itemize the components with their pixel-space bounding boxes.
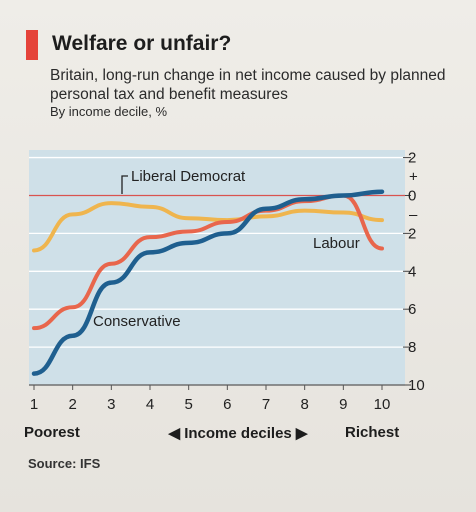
series-label-liberal-democrat: Liberal Democrat (131, 168, 246, 185)
y-tick-label: 2 (408, 150, 416, 167)
y-tick-label: 4 (408, 263, 416, 280)
y-plus-sign: + (409, 169, 418, 186)
chart-unit: By income decile, % (50, 104, 168, 119)
x-tick-label: 9 (339, 396, 347, 413)
x-tick-label: 10 (374, 396, 391, 413)
x-axis-left-label: Poorest (24, 424, 80, 441)
series-line-liberal-democrat (32, 201, 384, 253)
plot-area (29, 150, 405, 385)
series-label-conservative: Conservative (93, 313, 181, 330)
chart-subtitle: Britain, long-run change in net income c… (50, 67, 446, 103)
series-line-conservative (31, 189, 385, 376)
y-tick-label: 10 (408, 377, 425, 394)
y-minus-sign: – (409, 206, 418, 223)
y-tick-label: 6 (408, 301, 416, 318)
x-axis-right-label: Richest (345, 424, 400, 441)
y-tick-label: 0 (408, 187, 416, 204)
chart-title: Welfare or unfair? (52, 32, 232, 55)
x-tick-label: 5 (184, 396, 192, 413)
series-label-labour: Labour (313, 235, 360, 252)
x-tick-label: 4 (146, 396, 154, 413)
y-tick-label: 8 (408, 339, 416, 356)
y-tick-label: 2 (408, 225, 416, 242)
x-tick-label: 3 (107, 396, 115, 413)
x-axis-title: ◀ Income deciles ▶ (168, 425, 308, 442)
label-leader-line (121, 175, 128, 194)
accent-bar (26, 30, 38, 60)
x-tick-label: 1 (30, 396, 38, 413)
x-tick-label: 6 (223, 396, 231, 413)
series-line-labour (32, 193, 384, 331)
x-tick-label: 8 (300, 396, 308, 413)
x-tick-label: 7 (262, 396, 270, 413)
source-note: Source: IFS (28, 456, 101, 471)
x-tick-label: 2 (68, 396, 76, 413)
